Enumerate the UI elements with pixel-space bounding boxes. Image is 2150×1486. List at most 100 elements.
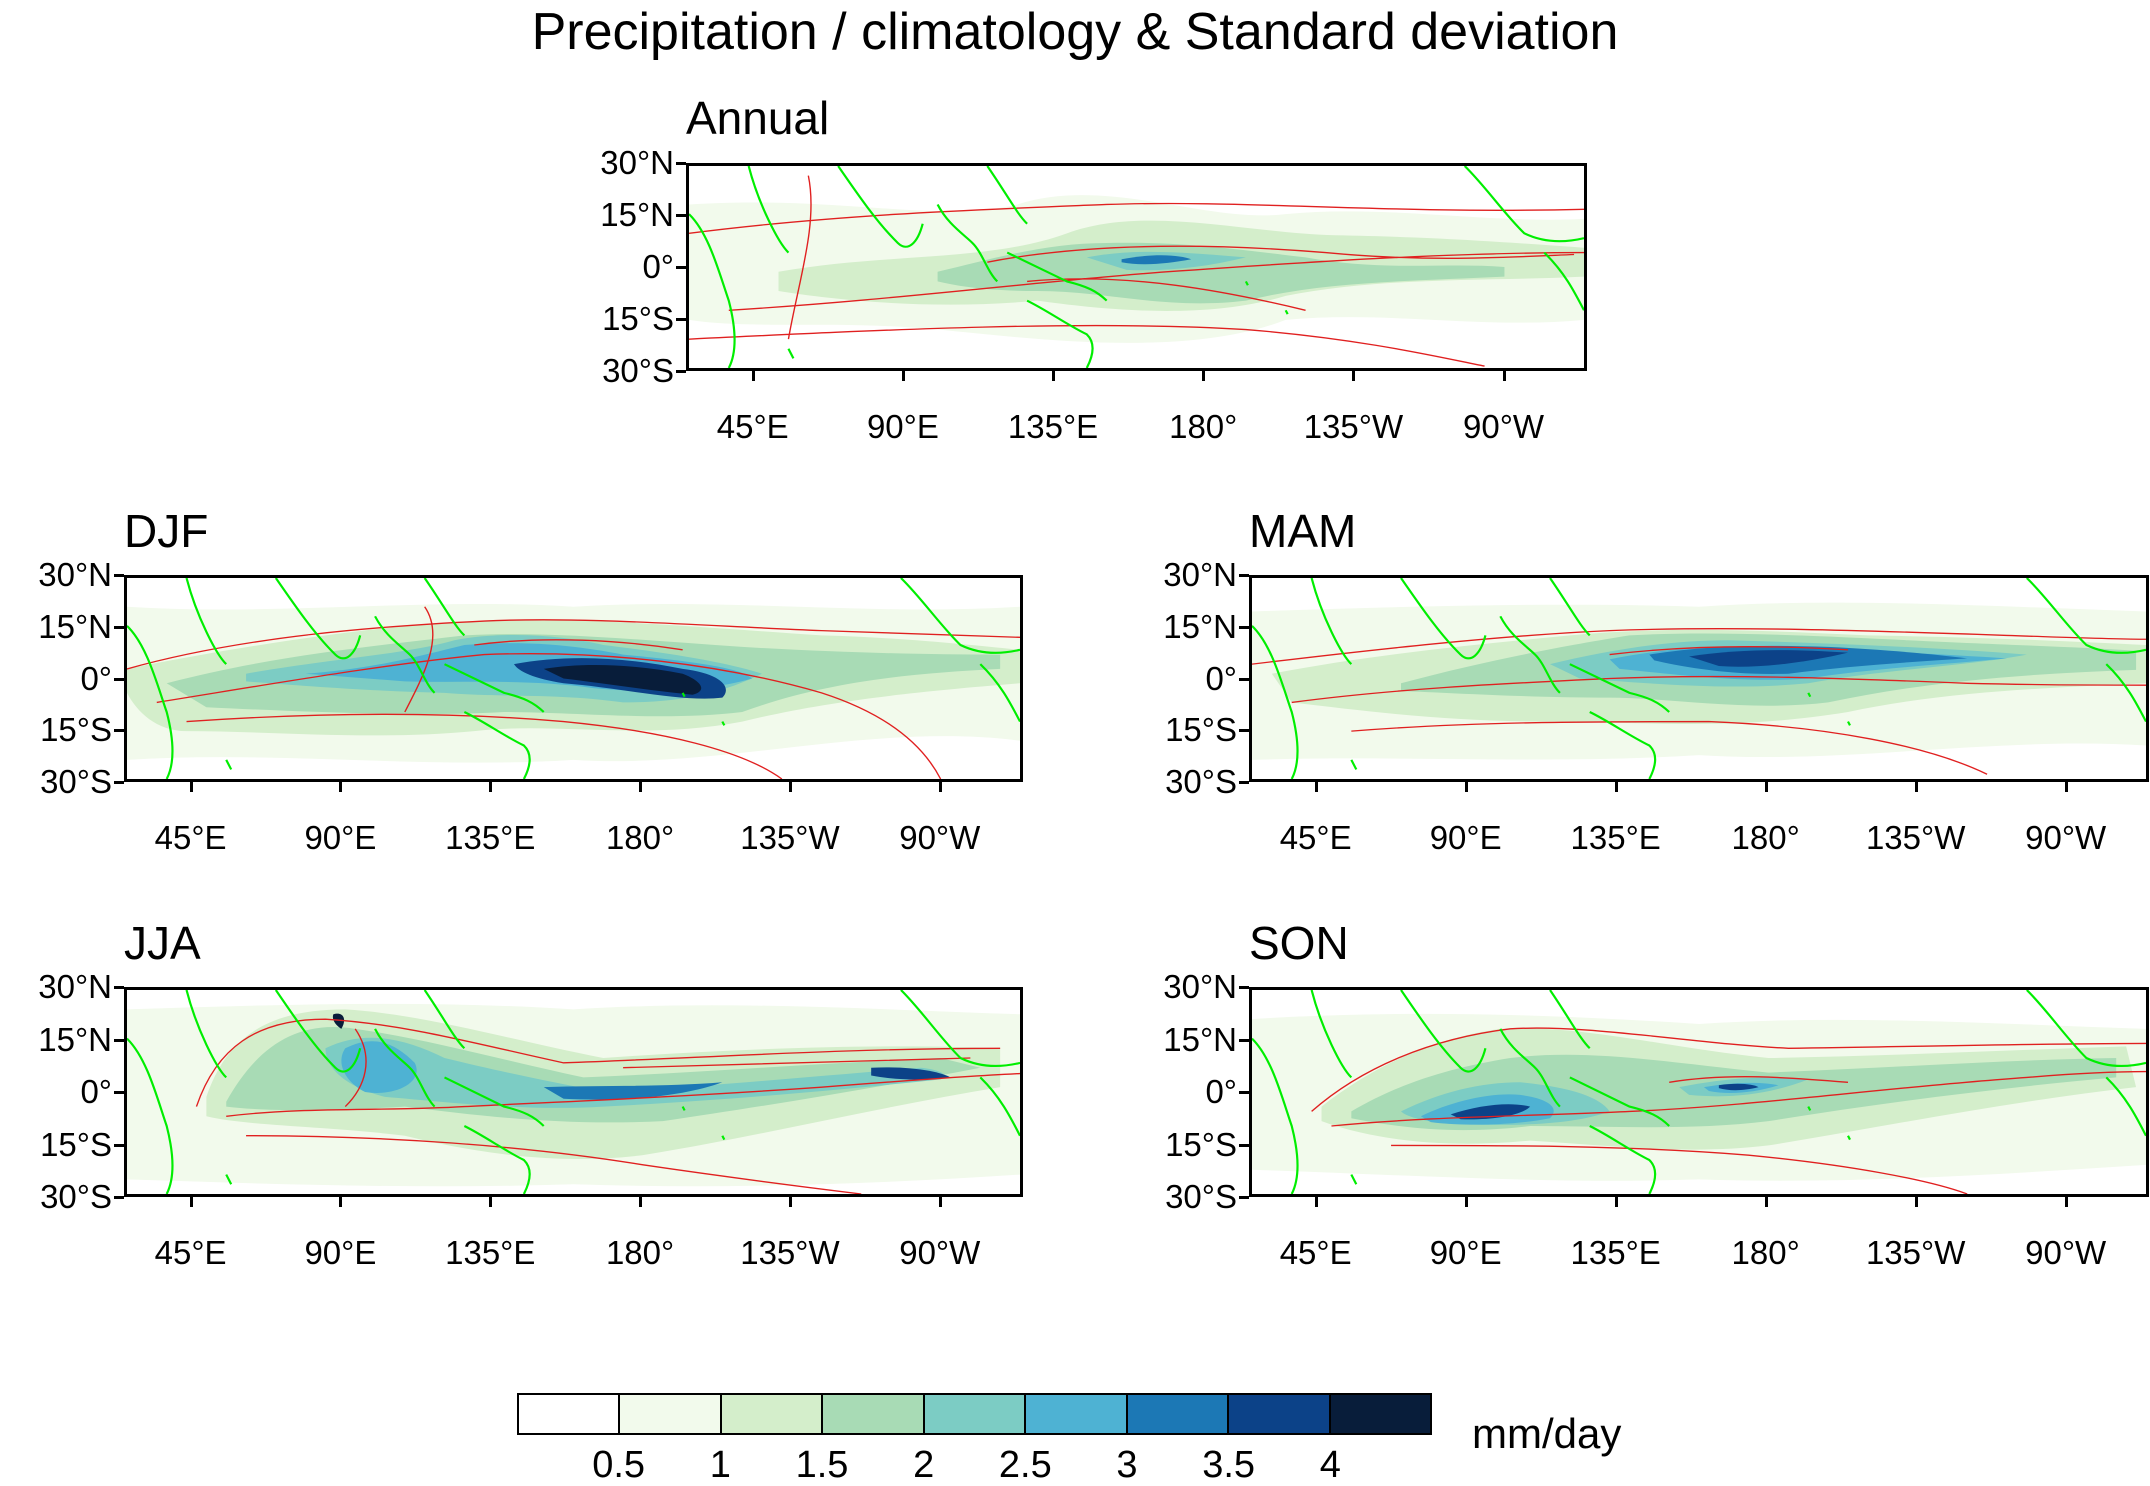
lon-label: 180° <box>1731 1234 1800 1271</box>
lat-tick <box>1239 625 1249 629</box>
colorbar-label: 2.5 <box>998 1444 1052 1486</box>
stddev-contours <box>195 1018 1020 1194</box>
precip-fill-level-7 <box>1689 650 1848 667</box>
colorbar-swatch <box>1330 1395 1430 1433</box>
stddev-contours <box>127 606 1020 779</box>
lon-tick <box>901 371 905 381</box>
lat-label: 15°N <box>38 1020 112 1058</box>
lon-tick <box>788 782 792 792</box>
lon-tick <box>1764 782 1768 792</box>
panel-title-djf: DJF <box>124 505 209 557</box>
lon-tick <box>1614 1197 1618 1207</box>
lat-tick <box>114 1196 124 1199</box>
lon-tick <box>489 1197 493 1207</box>
lon-tick <box>938 782 942 792</box>
map-field-mam <box>1252 578 2146 779</box>
lat-tick <box>676 214 686 217</box>
coastline <box>689 166 1584 368</box>
lon-tick <box>339 782 343 792</box>
lat-tick <box>1239 574 1249 577</box>
lat-label: 30°S <box>1165 1178 1237 1215</box>
coastline <box>1252 990 2146 1194</box>
colorbar-units: mm/day <box>1472 1410 1622 1457</box>
lat-tick <box>1239 1091 1249 1094</box>
lon-label: 135°E <box>445 1234 536 1271</box>
lon-label: 45°E <box>1279 819 1352 856</box>
lon-label: 45°E <box>1279 1234 1352 1271</box>
lat-label: 30°S <box>602 352 674 389</box>
lon-tick <box>1052 371 1056 381</box>
lat-label: 30°N <box>38 968 112 1005</box>
lat-tick <box>676 370 686 373</box>
map-field-annual <box>689 166 1584 368</box>
lon-tick <box>751 371 755 381</box>
coastline <box>127 990 1020 1194</box>
lon-label: 45°E <box>154 1234 227 1271</box>
colorbar-swatch <box>721 1395 824 1433</box>
lon-tick <box>1464 1197 1468 1207</box>
colorbar-swatch <box>620 1395 722 1433</box>
lat-label: 15°N <box>38 607 112 645</box>
lon-tick <box>788 1197 792 1207</box>
lat-label: 0° <box>80 659 112 697</box>
lat-tick <box>114 781 124 784</box>
map-panel-jja <box>124 987 1023 1197</box>
lon-label: 180° <box>1731 819 1800 856</box>
colorbar-label: 3.5 <box>1202 1444 1256 1486</box>
colorbar-label: 4 <box>1319 1444 1341 1486</box>
precip-fill-level-7 <box>871 1067 951 1080</box>
precip-fill-level-3 <box>937 242 1505 304</box>
lon-tick <box>2064 1197 2068 1207</box>
lat-tick <box>114 1038 124 1042</box>
colorbar-label: 1 <box>709 1444 731 1486</box>
lat-tick <box>676 266 686 269</box>
lon-label: 135°E <box>445 819 536 856</box>
lon-tick <box>1314 1197 1318 1207</box>
lat-label: 30°S <box>40 763 112 800</box>
map-panel-djf <box>124 575 1023 782</box>
lat-tick <box>1239 1038 1249 1042</box>
lon-label: 90°W <box>1463 408 1545 445</box>
lon-label: 45°E <box>716 408 789 445</box>
lon-tick <box>489 782 493 792</box>
lon-label: 90°E <box>304 819 377 856</box>
map-panel-son <box>1249 987 2149 1197</box>
stddev-contours <box>689 175 1584 367</box>
lon-tick <box>1914 1197 1918 1207</box>
lon-tick <box>339 1197 343 1207</box>
lat-tick <box>114 986 124 989</box>
lat-tick <box>676 318 686 321</box>
lat-tick <box>114 625 124 629</box>
colorbar <box>517 1393 1432 1435</box>
lon-tick <box>1502 371 1506 381</box>
lon-tick <box>1464 782 1468 792</box>
lon-tick <box>189 1197 193 1207</box>
lat-label: 15°N <box>1163 607 1237 645</box>
precip-fill-level-7 <box>1450 1083 1759 1120</box>
panel-title-mam: MAM <box>1249 505 1357 557</box>
lon-label: 45°E <box>154 819 227 856</box>
colorbar-swatch <box>1229 1395 1331 1433</box>
lon-label: 135°W <box>1303 408 1404 445</box>
panel-title-son: SON <box>1249 917 1349 969</box>
precip-fill-level-5 <box>341 1041 417 1093</box>
lon-label: 90°W <box>2025 1234 2107 1271</box>
lat-tick <box>1239 1196 1249 1199</box>
lat-tick <box>114 729 124 733</box>
lat-label: 15°S <box>40 1125 112 1163</box>
lat-label: 0° <box>1205 1073 1237 1110</box>
lat-tick <box>114 574 124 577</box>
lon-tick <box>1914 782 1918 792</box>
precip-fill-level-6 <box>543 1082 723 1100</box>
lon-label: 135°E <box>1007 408 1099 445</box>
map-field-son <box>1252 990 2146 1194</box>
colorbar-label: 1.5 <box>795 1444 849 1486</box>
precip-fill-level-6 <box>1121 255 1192 265</box>
lon-label: 180° <box>1169 408 1238 445</box>
map-field-jja <box>127 990 1020 1194</box>
lat-tick <box>676 162 686 165</box>
lon-tick <box>189 782 193 792</box>
lat-tick <box>114 1143 124 1147</box>
coastline <box>1252 578 2146 779</box>
colorbar-label: 2 <box>913 1444 935 1486</box>
